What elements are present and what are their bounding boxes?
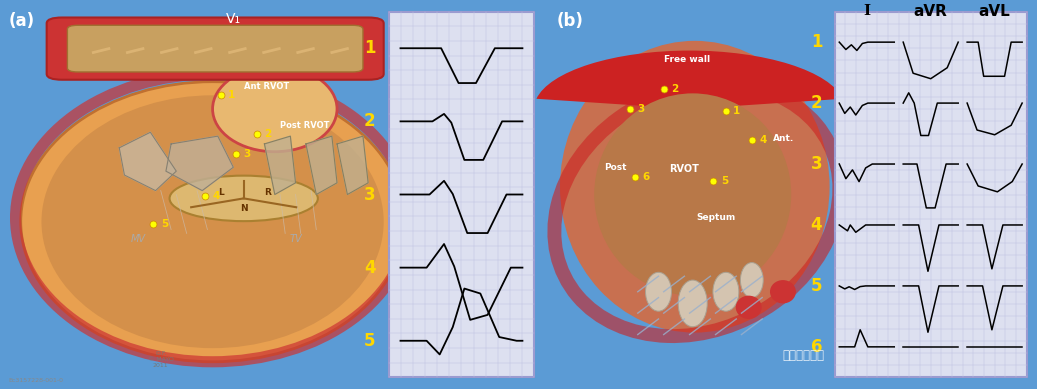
Text: (a): (a) xyxy=(8,12,34,30)
Text: N: N xyxy=(240,204,248,214)
Text: 4: 4 xyxy=(364,259,375,277)
Text: 1: 1 xyxy=(364,39,375,57)
Text: L: L xyxy=(218,188,224,197)
Text: 5: 5 xyxy=(161,219,168,229)
Text: Ec3157228-001-0: Ec3157228-001-0 xyxy=(8,378,63,383)
Text: D.F.
© MAYO
2011: D.F. © MAYO 2011 xyxy=(148,351,173,368)
Text: 2: 2 xyxy=(264,129,272,139)
Text: (b): (b) xyxy=(557,12,584,30)
Text: 3: 3 xyxy=(364,186,375,203)
Bar xyxy=(835,12,1027,377)
Text: Post RVOT: Post RVOT xyxy=(280,121,330,130)
Text: 3: 3 xyxy=(811,155,822,173)
Text: 4: 4 xyxy=(759,135,766,145)
Text: 好医术心学院: 好医术心学院 xyxy=(783,349,824,362)
Text: Post: Post xyxy=(605,163,627,172)
Bar xyxy=(389,12,534,377)
Text: 2: 2 xyxy=(671,84,678,95)
Ellipse shape xyxy=(678,280,707,327)
Text: 4: 4 xyxy=(213,191,220,201)
Text: 3: 3 xyxy=(244,149,251,159)
Text: MV: MV xyxy=(131,234,145,244)
Text: 6: 6 xyxy=(811,338,822,356)
Ellipse shape xyxy=(41,95,384,348)
Text: 6: 6 xyxy=(642,172,649,182)
Polygon shape xyxy=(306,136,337,194)
Polygon shape xyxy=(264,136,296,194)
Text: 5: 5 xyxy=(721,176,728,186)
Ellipse shape xyxy=(769,280,795,303)
Text: 5: 5 xyxy=(811,277,822,295)
Text: I: I xyxy=(863,4,870,18)
Ellipse shape xyxy=(594,93,791,296)
Wedge shape xyxy=(536,51,843,109)
Text: 2: 2 xyxy=(364,112,375,130)
Text: aVL: aVL xyxy=(979,4,1010,19)
Ellipse shape xyxy=(712,272,738,311)
Text: Septum: Septum xyxy=(697,213,736,223)
Text: V₁: V₁ xyxy=(226,12,241,26)
Text: Free wall: Free wall xyxy=(664,54,709,64)
Polygon shape xyxy=(337,136,368,194)
Text: aVR: aVR xyxy=(914,4,948,19)
Text: Ant.: Ant. xyxy=(773,133,793,143)
Ellipse shape xyxy=(645,272,671,311)
Ellipse shape xyxy=(735,296,761,319)
Text: 4: 4 xyxy=(811,216,822,234)
Text: Ant RVOT: Ant RVOT xyxy=(244,82,289,91)
Text: 3: 3 xyxy=(638,104,645,114)
Ellipse shape xyxy=(560,41,830,333)
Text: 2: 2 xyxy=(811,94,822,112)
Polygon shape xyxy=(119,132,176,191)
Polygon shape xyxy=(166,136,233,191)
Text: 1: 1 xyxy=(733,106,740,116)
Text: TV: TV xyxy=(289,234,302,244)
Ellipse shape xyxy=(213,66,337,152)
Ellipse shape xyxy=(21,82,404,362)
Ellipse shape xyxy=(169,176,317,221)
Text: RVOT: RVOT xyxy=(670,164,699,174)
Text: 1: 1 xyxy=(228,90,235,100)
Ellipse shape xyxy=(740,263,763,298)
Text: 1: 1 xyxy=(811,33,822,51)
Text: R: R xyxy=(264,188,271,197)
FancyBboxPatch shape xyxy=(47,18,384,80)
Text: 5: 5 xyxy=(364,332,375,350)
FancyBboxPatch shape xyxy=(67,25,363,72)
